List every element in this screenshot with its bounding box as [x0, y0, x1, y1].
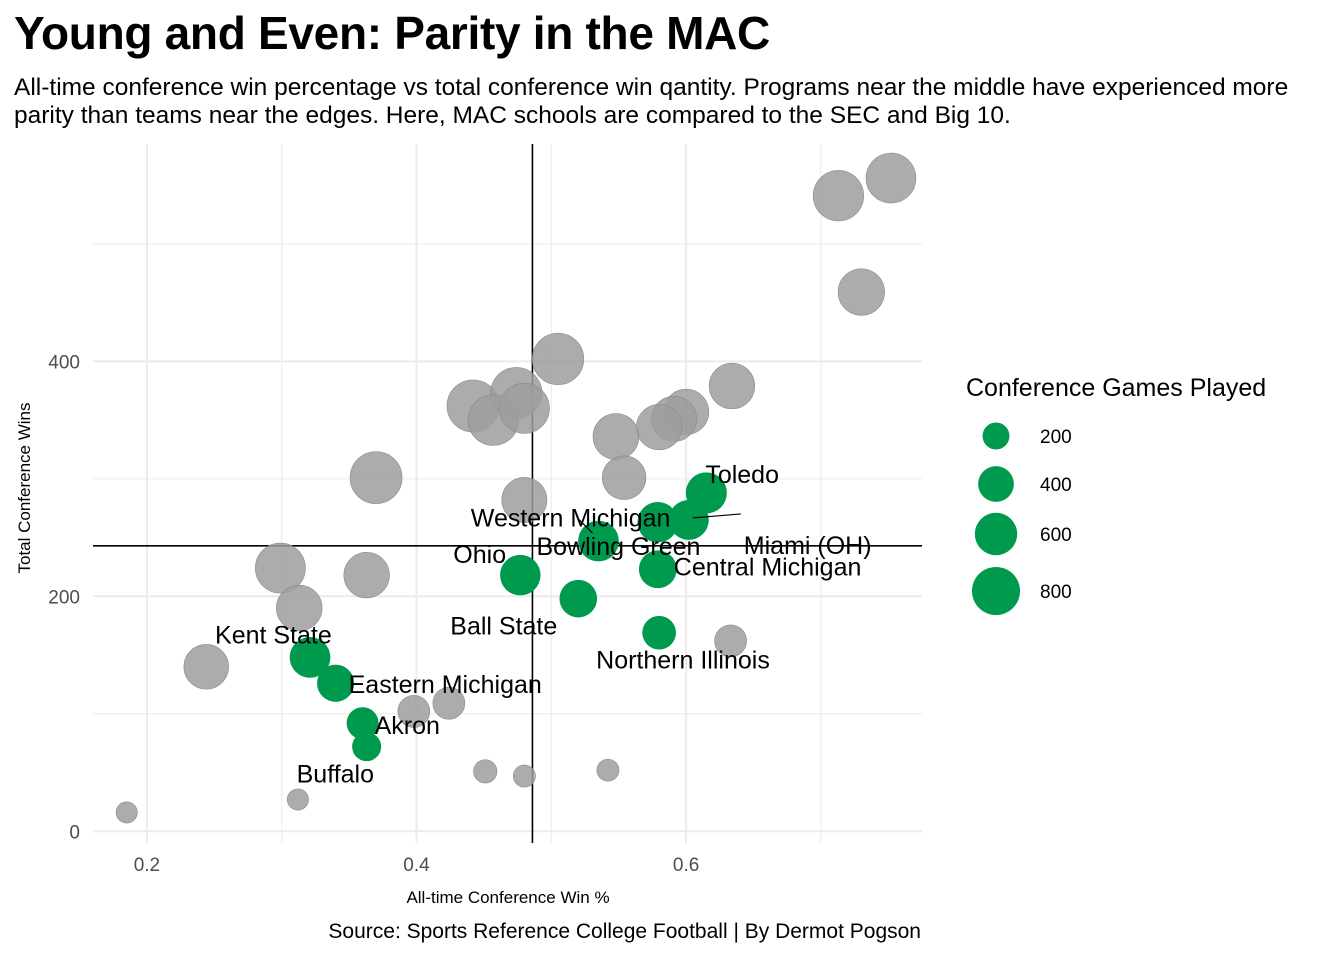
- point-label: Northern Illinois: [596, 647, 770, 675]
- other-conference-point: [498, 382, 550, 434]
- other-conference-point: [714, 624, 747, 658]
- legend-title: Conference Games Played: [966, 374, 1266, 402]
- point-label: Western Michigan: [471, 504, 671, 532]
- point-label: Toledo: [705, 461, 779, 489]
- legend-label: 600: [1040, 525, 1072, 546]
- other-conference-point: [432, 686, 466, 720]
- y-axis-title: Total Conference Wins: [15, 402, 34, 573]
- leader-line: [692, 513, 741, 519]
- point-label: Eastern Michigan: [349, 671, 542, 699]
- other-conference-point: [501, 477, 548, 523]
- other-conference-point: [115, 801, 138, 824]
- mac-point: [500, 554, 541, 596]
- x-axis-title: All-time Conference Win %: [406, 888, 609, 907]
- legend-label: 400: [1040, 475, 1072, 496]
- other-conference-point: [592, 413, 640, 460]
- chart-subtitle: All-time conference win percentage vs to…: [14, 74, 1344, 130]
- legend-label: 800: [1040, 582, 1072, 603]
- mac-point: [559, 579, 598, 618]
- subtitle-line-2: parity than teams near the edges. Here, …: [14, 102, 1011, 129]
- other-conference-point: [596, 758, 620, 782]
- chart-title: Young and Even: Parity in the MAC: [14, 7, 770, 59]
- legend-label: 200: [1040, 427, 1072, 448]
- y-tick-label: 400: [48, 352, 80, 373]
- other-conference-point: [349, 451, 403, 504]
- mac-point: [638, 550, 677, 589]
- point-label: Ohio: [453, 541, 506, 569]
- point-label: Akron: [375, 712, 440, 740]
- point-label: Bowling Green: [536, 533, 700, 561]
- mac-point: [668, 499, 709, 540]
- point-label: Kent State: [215, 621, 332, 649]
- x-tick-label: 0.4: [403, 855, 430, 876]
- mac-point: [578, 520, 619, 562]
- other-conference-point: [601, 455, 647, 500]
- other-conference-point: [473, 759, 498, 784]
- other-conference-point: [812, 170, 864, 222]
- point-label: Buffalo: [297, 761, 374, 789]
- other-conference-points: [115, 152, 917, 824]
- label-leader-lines: [578, 513, 741, 534]
- chart-caption: Source: Sports Reference College Footbal…: [328, 920, 921, 943]
- mac-point: [346, 707, 379, 740]
- other-conference-point: [636, 404, 683, 451]
- legend-key: [978, 466, 1014, 502]
- other-conference-point: [708, 362, 756, 410]
- point-label: Central Michigan: [674, 553, 862, 581]
- other-conference-point: [837, 268, 885, 316]
- mac-point: [352, 732, 382, 762]
- mac-points: [289, 472, 727, 762]
- other-conference-point: [255, 542, 306, 594]
- other-conference-point: [276, 584, 323, 632]
- legend-key: [982, 422, 1010, 450]
- size-legend: Conference Games Played 200 400 600 800: [966, 374, 1266, 616]
- axis-ticks: 0.2 0.4 0.6 0 200 400: [48, 352, 699, 876]
- other-conference-point: [397, 695, 431, 728]
- y-tick-label: 0: [69, 822, 80, 843]
- x-tick-label: 0.2: [134, 855, 160, 876]
- point-label: Ball State: [450, 613, 557, 641]
- mac-point: [637, 502, 679, 543]
- other-conference-point: [865, 152, 917, 204]
- other-conference-point: [512, 764, 536, 788]
- other-conference-point: [531, 332, 585, 386]
- y-tick-label: 200: [48, 587, 80, 608]
- other-conference-point: [343, 552, 390, 599]
- subtitle-line-1: All-time conference win percentage vs to…: [14, 74, 1289, 101]
- legend-key: [974, 512, 1018, 556]
- point-label: Miami (OH): [744, 532, 872, 560]
- legend-key: [971, 566, 1021, 616]
- mac-point: [642, 615, 676, 650]
- legend-keys: 200 400 600 800: [971, 422, 1072, 616]
- mac-point: [289, 637, 331, 678]
- mac-point: [317, 664, 355, 702]
- other-conference-point: [183, 644, 229, 690]
- x-tick-label: 0.6: [673, 855, 699, 876]
- point-labels: Toledo Miami (OH) Western MichiganBowling …: [215, 461, 872, 789]
- leader-line: [578, 518, 593, 534]
- other-conference-point: [286, 788, 309, 811]
